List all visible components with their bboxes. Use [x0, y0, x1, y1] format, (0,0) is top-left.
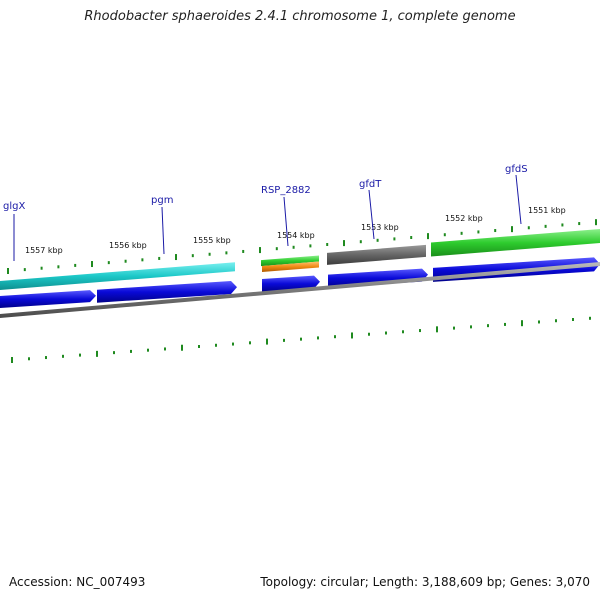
genome-backbone	[0, 262, 600, 318]
cds-arrow-1[interactable]	[0, 290, 96, 308]
cds-arrow-2[interactable]	[97, 280, 237, 303]
gene-rsp2882-green-bar[interactable]	[261, 255, 319, 267]
gene-glgX-pgm-bar[interactable]	[0, 262, 235, 290]
leader-line-pgm	[161, 206, 165, 255]
gene-label-pgm[interactable]: pgm	[151, 195, 173, 206]
genome-summary-text: Topology: circular; Length: 3,188,609 bp…	[260, 575, 590, 589]
gene-label-gfdS[interactable]: gfdS	[505, 164, 528, 175]
map-title: Rhodobacter sphaeroides 2.4.1 chromosome…	[84, 9, 516, 24]
leader-line-gfdT	[368, 189, 375, 240]
leader-line-rsp2882	[283, 196, 289, 247]
gene-rsp2882-orange-bar[interactable]	[262, 261, 319, 273]
gene-gfdT-bar[interactable]	[327, 244, 426, 265]
gene-label-group: glgX pgm RSP_2882 gfdT gfdS	[3, 164, 528, 261]
gene-label-rsp2882[interactable]: RSP_2882	[261, 185, 311, 196]
accession-text: Accession: NC_007493	[9, 575, 146, 589]
gene-label-gfdT[interactable]: gfdT	[359, 179, 382, 190]
gene-gfdS-bar[interactable]	[431, 229, 600, 257]
gene-label-glgX[interactable]: glgX	[3, 201, 25, 212]
tick-label-1556: 1556 kbp	[109, 241, 147, 250]
tick-marks	[7, 219, 597, 363]
feature-track	[0, 229, 600, 318]
tick-label-1553: 1553 kbp	[361, 223, 399, 232]
cds-arrow-4[interactable]	[328, 268, 428, 288]
tick-label-group: 1557 kbp 1556 kbp 1555 kbp 1554 kbp 1553…	[25, 206, 566, 255]
tick-label-1554: 1554 kbp	[277, 231, 315, 240]
tick-label-1551: 1551 kbp	[528, 206, 566, 215]
tick-label-1552: 1552 kbp	[445, 214, 483, 223]
tick-label-1557: 1557 kbp	[25, 246, 63, 255]
leader-line-gfdS	[515, 174, 522, 225]
tick-label-1555: 1555 kbp	[193, 236, 231, 245]
